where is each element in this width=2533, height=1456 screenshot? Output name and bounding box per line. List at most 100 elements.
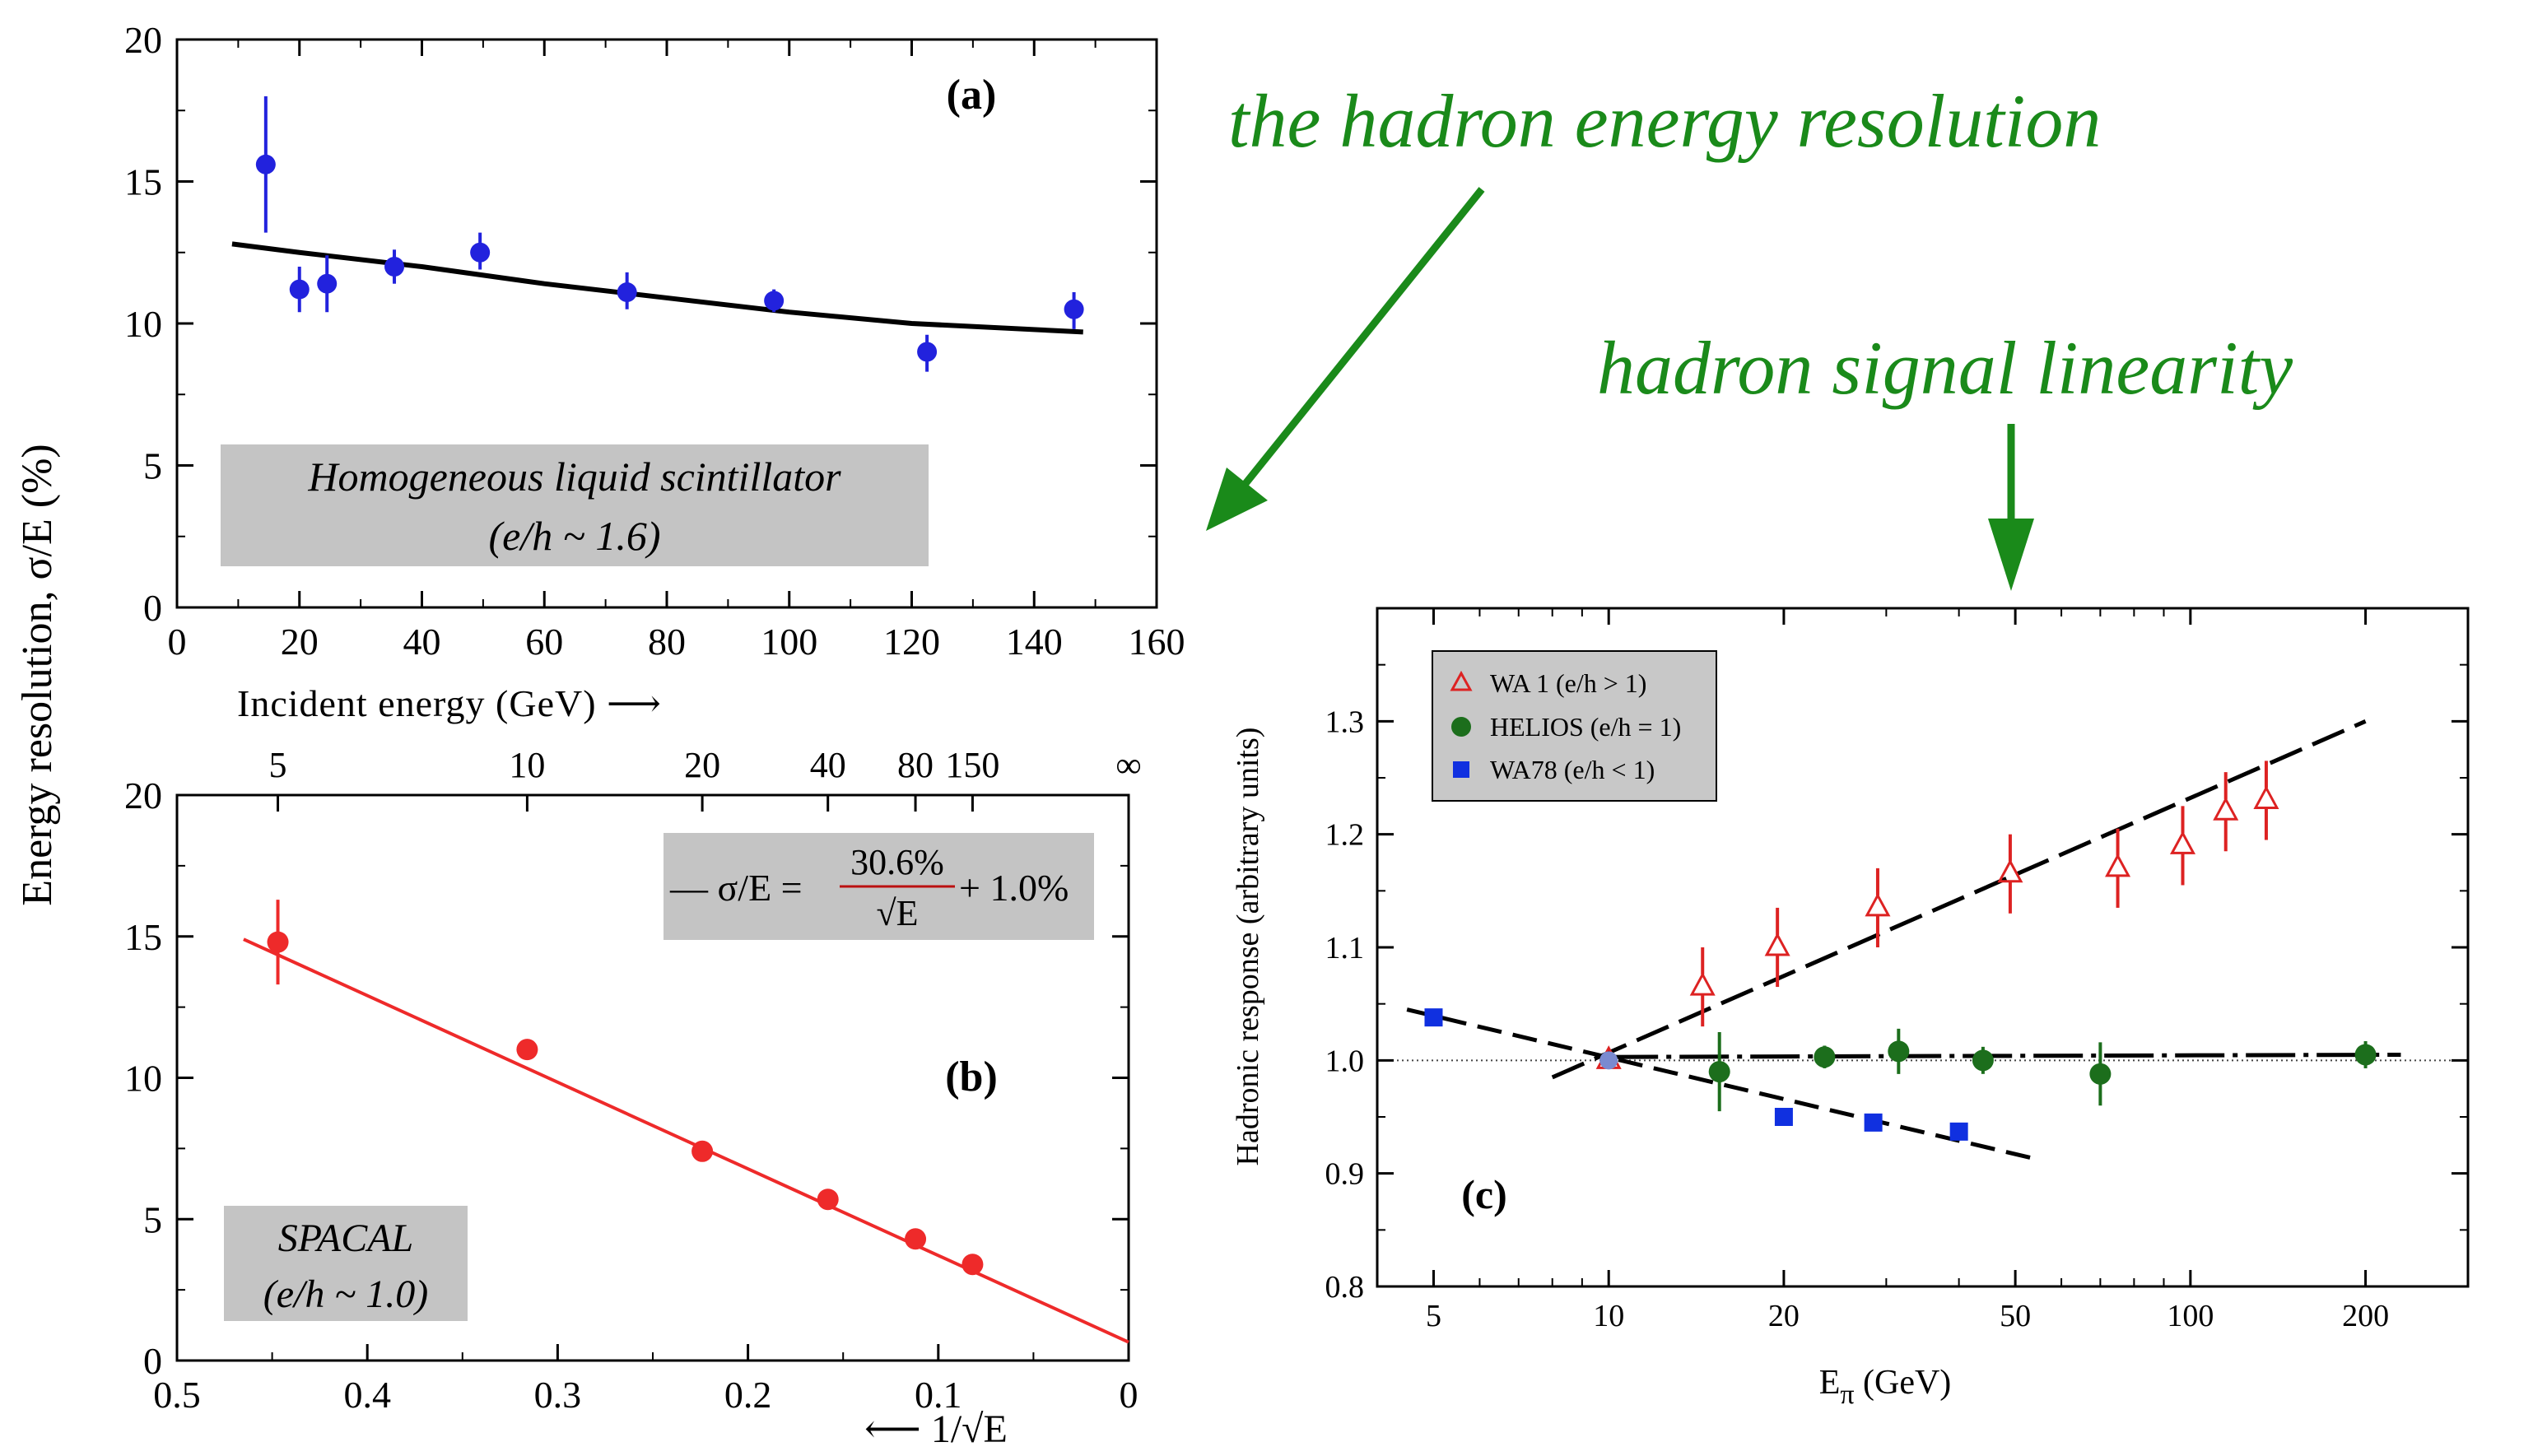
panel-c-y-tick-label: 1.2: [1325, 818, 1365, 853]
panel-c-y-tick-label: 1.3: [1325, 705, 1365, 739]
panel-c-x-tick-label: 5: [1426, 1299, 1441, 1333]
panel-c-fit-wa78: [1406, 1007, 2040, 1162]
panel-c-wa1-point: [1764, 932, 1790, 956]
panel-a-y-tick-label: 5: [143, 445, 162, 487]
panel-b-x-tick-label: 0.3: [534, 1374, 582, 1416]
panel-b-axes: 0.5 0.4 0.3 0.2 0.1 0 5 10 20 40 80 150 ∞ 0 5 10 15 20: [124, 745, 1142, 1416]
panel-a-label: (a): [947, 72, 997, 119]
panel-a-x-tick-label: 80: [648, 621, 686, 663]
panel-c-x-tick-label: 10: [1593, 1299, 1624, 1333]
x-label-rest: (GeV): [1855, 1364, 1952, 1402]
annotation-hadron-signal-linearity: hadron signal linearity: [1597, 326, 2293, 410]
panel-a-data-point: [1064, 299, 1084, 319]
panel-c-wa1-point: [2253, 785, 2279, 809]
panel-b-chart: SPACAL (e/h ~ 1.0) — σ/E = 30.6% √E + 1.…: [124, 745, 1142, 1451]
x-label-sub: π: [1840, 1379, 1854, 1410]
panel-a-x-axis-label: Incident energy (GeV) ⟶: [237, 682, 662, 724]
panel-c-wa1-point: [2105, 853, 2131, 877]
legend-triangle-icon: [1450, 670, 1473, 691]
panel-b-x-tick-label: 0.4: [343, 1374, 391, 1416]
panel-c-chart: 5 10 20 50 100 200 0.8 0.9 1.0 1.1 1.2 1.3 WA 1 (e/…: [1231, 607, 2470, 1410]
panel-c-wa78-point: [1424, 1008, 1443, 1027]
panel-b-box-subtitle: (e/h ~ 1.0): [263, 1272, 429, 1316]
panel-b-data-points: [267, 900, 984, 1276]
panel-a-data-point: [470, 242, 491, 263]
panel-c-x-tick-label: 50: [2000, 1299, 2031, 1333]
panel-a-x-tick-label: 0: [168, 621, 187, 663]
arrow-to-linearity-icon: [1988, 424, 2034, 591]
panel-a-x-tick-label: 40: [403, 621, 441, 663]
panel-a-data-point: [917, 342, 938, 362]
panel-b-x-axis-label: ⟵ 1/√E: [864, 1407, 1008, 1451]
panel-b-x-tick-label: 0.1: [915, 1374, 962, 1416]
panel-b-top-tick-label: 40: [810, 745, 846, 785]
panel-c-helios-point: [1888, 1040, 1910, 1063]
panel-a-data-point: [384, 257, 405, 277]
legend-square-icon: [1453, 761, 1469, 778]
panel-c-x-axis-label: Eπ (GeV): [1819, 1364, 1952, 1410]
panel-a-x-tick-label: 160: [1129, 621, 1185, 663]
panel-b-data-point: [267, 931, 289, 953]
panel-a-data-point: [764, 291, 785, 311]
panel-b-top-tick-label: 20: [684, 745, 720, 785]
panel-a-x-tick-label: 120: [883, 621, 940, 663]
panel-c-helios-point: [2089, 1063, 2112, 1085]
panel-c-helios-point: [2354, 1044, 2377, 1066]
panel-c-x-tick-label: 100: [2167, 1299, 2214, 1333]
panel-a-box-title: Homogeneous liquid scintillator: [307, 454, 841, 500]
panel-b-top-tick-label: 80: [897, 745, 934, 785]
panel-a-y-tick-label: 20: [124, 19, 162, 61]
panel-c-overlap-point: [1599, 1051, 1618, 1070]
panel-b-top-tick-label: 5: [269, 745, 287, 785]
panel-c-fit-lines: [1406, 719, 2401, 1162]
y-axis-label-resolution: Energy resolution, σ/E (%): [14, 444, 61, 905]
panel-a-chart: Homogeneous liquid scintillator (e/h ~ 1…: [124, 19, 1185, 724]
panel-c-helios-point: [1814, 1046, 1836, 1068]
panel-b-data-point: [817, 1189, 839, 1211]
panel-a-x-tick-label: 100: [761, 621, 817, 663]
panel-a-label-box: [221, 444, 929, 566]
panel-b-y-tick-label: 0: [143, 1340, 162, 1382]
panel-b-y-tick-label: 20: [124, 775, 162, 816]
panel-a-y-tick-label: 0: [143, 587, 162, 629]
panel-c-fit-helios: [1609, 1052, 2401, 1059]
panel-b-x-tick-label: 0.2: [724, 1374, 772, 1416]
arrow-to-resolution-icon: [1206, 187, 1485, 531]
panel-b-data-point: [516, 1039, 538, 1061]
panel-c-y-tick-label: 0.8: [1325, 1270, 1365, 1305]
panel-c-legend-box: [1432, 650, 1717, 802]
panel-c-helios-point: [1708, 1061, 1730, 1083]
panel-c-wa78-point: [1864, 1113, 1883, 1132]
panel-c-y-tick-label: 0.9: [1325, 1157, 1365, 1192]
panel-b-y-tick-label: 10: [124, 1058, 162, 1100]
panel-c-wa78-point: [1774, 1108, 1793, 1126]
panel-a-x-tick-label: 140: [1006, 621, 1063, 663]
panel-c-x-tick-label: 200: [2342, 1299, 2389, 1333]
panel-b-box-title: SPACAL: [278, 1216, 413, 1260]
legend-label: HELIOS (e/h = 1): [1490, 712, 1681, 742]
panel-b-label-box: [224, 1206, 468, 1321]
panel-b-data-point: [905, 1228, 927, 1250]
panel-c-wa1-point: [2213, 797, 2239, 821]
panel-c-fit-wa1: [1551, 719, 2367, 1080]
legend-label: WA78 (e/h < 1): [1490, 755, 1655, 784]
panel-c-legend: WA 1 (e/h > 1) HELIOS (e/h = 1) WA78 (e/h …: [1432, 650, 1717, 802]
panel-c-wa1-point: [1865, 892, 1891, 917]
panel-a-y-tick-label: 15: [124, 161, 162, 203]
panel-a-y-tick-label: 10: [124, 303, 162, 345]
legend-label: WA 1 (e/h > 1): [1490, 668, 1646, 698]
panel-a-x-tick-label: 20: [281, 621, 319, 663]
panel-c-axes: 5 10 20 50 100 200 0.8 0.9 1.0 1.1 1.2 1.3: [1325, 608, 2469, 1333]
panel-b-x-tick-label: 0: [1120, 1374, 1138, 1416]
formula-denominator: √E: [876, 893, 918, 933]
panel-c-y-tick-label: 1.0: [1325, 1044, 1365, 1078]
annotation-hadron-energy-resolution: the hadron energy resolution: [1228, 79, 2101, 163]
formula-numerator: 30.6%: [850, 842, 944, 882]
panel-c-wa78-point: [1949, 1122, 1968, 1141]
panel-a-box-subtitle: (e/h ~ 1.6): [489, 513, 661, 559]
panel-b-top-tick-label: 150: [945, 745, 999, 785]
panel-a-data-point: [289, 279, 310, 300]
panel-b-fit-line: [243, 937, 1129, 1344]
panel-c-y-axis-label: Hadronic response (arbitrary units): [1231, 728, 1265, 1166]
